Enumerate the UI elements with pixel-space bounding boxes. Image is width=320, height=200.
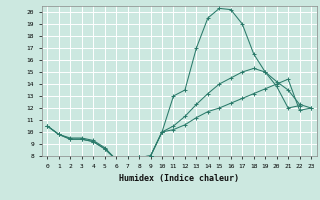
X-axis label: Humidex (Indice chaleur): Humidex (Indice chaleur) bbox=[119, 174, 239, 183]
